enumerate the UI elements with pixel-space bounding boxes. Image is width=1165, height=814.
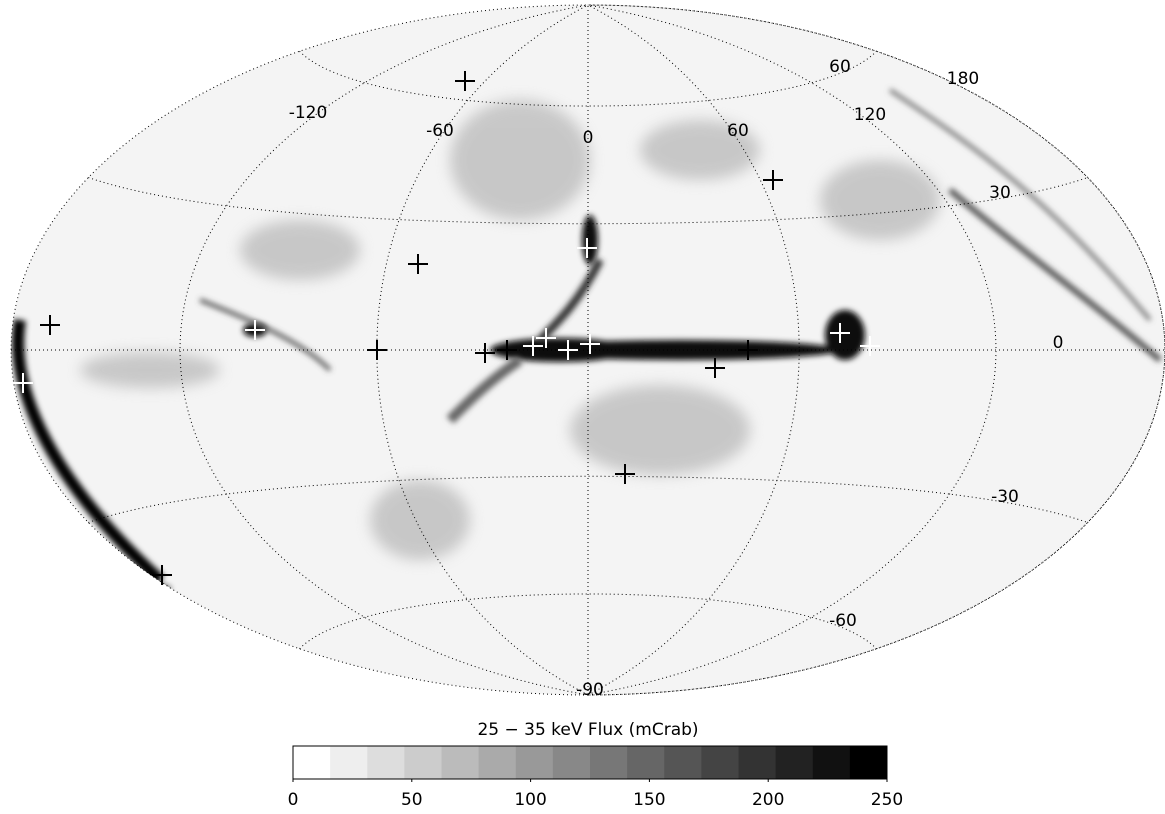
colorbar-step xyxy=(293,746,331,779)
colorbar-tick-label: 150 xyxy=(633,790,665,810)
longitude-label: -120 xyxy=(289,103,328,123)
colorbar-step xyxy=(590,746,628,779)
colorbar-step xyxy=(850,746,888,779)
colorbar-step xyxy=(553,746,591,779)
colorbar-step xyxy=(739,746,777,779)
latitude-label: 0 xyxy=(1053,333,1064,353)
longitude-label: 120 xyxy=(854,105,886,125)
colorbar-step xyxy=(664,746,702,779)
latitude-label: -90 xyxy=(576,680,604,700)
colorbar-step xyxy=(701,746,739,779)
colorbar-step xyxy=(404,746,442,779)
latitude-label: -30 xyxy=(991,487,1019,507)
colorbar-step xyxy=(367,746,405,779)
colorbar-tick-label: 100 xyxy=(514,790,546,810)
longitude-label: 0 xyxy=(583,128,594,148)
colorbar-tick-label: 50 xyxy=(401,790,423,810)
colorbar-step xyxy=(627,746,665,779)
colorbar-step xyxy=(330,746,368,779)
colorbar-step xyxy=(776,746,814,779)
colorbar-tick-label: 0 xyxy=(288,790,299,810)
longitude-label: 60 xyxy=(727,121,749,141)
colorbar-step xyxy=(813,746,851,779)
colorbar: 0 50 100 150 200 250 xyxy=(288,746,904,810)
colorbar-title: 25 − 35 keV Flux (mCrab) xyxy=(477,720,698,740)
latitude-label: 30 xyxy=(989,183,1011,203)
colorbar-tick-label: 200 xyxy=(752,790,784,810)
colorbar-step xyxy=(479,746,517,779)
colorbar-step xyxy=(516,746,554,779)
sky-map-figure: -120 -60 0 60 120 180 60 30 0 -30 -60 -90 25 − 35 k… xyxy=(0,0,1165,810)
colorbar-step xyxy=(442,746,480,779)
longitude-label: 180 xyxy=(947,69,979,89)
latitude-label: 60 xyxy=(829,57,851,77)
colorbar-tick-label: 250 xyxy=(871,790,903,810)
latitude-label: -60 xyxy=(829,611,857,631)
longitude-label: -60 xyxy=(426,121,454,141)
